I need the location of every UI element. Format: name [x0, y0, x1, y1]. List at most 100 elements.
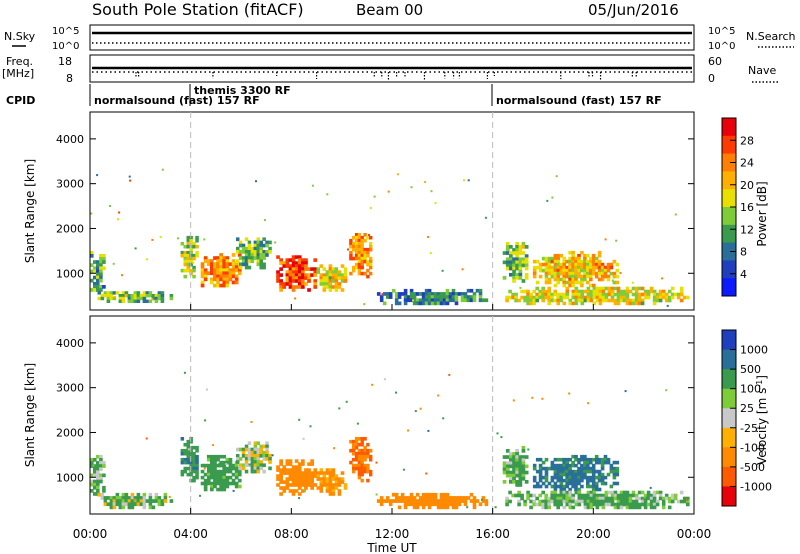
power-cell [518, 266, 523, 271]
power-cell [589, 256, 593, 261]
power-cell [331, 285, 336, 289]
velocity-cell [571, 472, 575, 477]
power-cell [577, 292, 582, 297]
power-cell [454, 295, 459, 299]
power-cell [294, 255, 299, 259]
power-cell [595, 289, 600, 294]
power-cell [586, 286, 591, 291]
velocity-colorbar-swatch [722, 388, 736, 409]
velocity-cell [259, 460, 263, 464]
power-cell [541, 256, 546, 261]
velocity-cell [577, 493, 582, 498]
velocity-cell [586, 478, 590, 483]
velocity-cell [574, 487, 578, 492]
velocity-cell [253, 457, 258, 461]
power-cell [607, 292, 612, 297]
velocity-cell [594, 469, 599, 474]
power-cell [556, 253, 561, 258]
velocity-cell [529, 493, 533, 498]
power-colorbar-tick-label: 24 [740, 157, 754, 170]
velocity-scatter-cell [395, 391, 397, 394]
velocity-cell [124, 496, 129, 500]
velocity-cell [148, 492, 153, 497]
velocity-cell [532, 475, 537, 480]
velocity-cell [565, 481, 569, 486]
power-cell [571, 283, 575, 288]
power-cell [518, 260, 523, 265]
power-cell [294, 264, 299, 268]
velocity-cell [268, 457, 272, 461]
power-cell [259, 243, 263, 248]
velocity-cell [594, 481, 599, 486]
power-cell [213, 283, 217, 288]
velocity-cell [559, 499, 564, 504]
velocity-scatter-cell [304, 489, 307, 492]
power-cell [340, 273, 345, 277]
power-cell [241, 246, 246, 251]
power-cell [222, 277, 227, 282]
velocity-cell [424, 492, 429, 497]
velocity-cell [541, 502, 545, 507]
power-cell [568, 277, 572, 282]
power-cell [505, 257, 510, 262]
velocity-cell [93, 482, 97, 487]
power-cell [145, 294, 150, 298]
power-cell [600, 271, 605, 276]
velocity-cell [604, 496, 609, 501]
power-cell [238, 265, 243, 270]
velocity-cell [244, 460, 249, 464]
velocity-cell [580, 463, 584, 468]
power-colorbar-tick-label: 16 [740, 201, 754, 214]
power-cell [622, 298, 627, 303]
power-scatter-cell [674, 213, 677, 216]
velocity-cell [403, 505, 408, 510]
power-cell [562, 265, 566, 270]
velocity-cell [294, 474, 299, 478]
velocity-cell [594, 457, 599, 462]
velocity-cell [192, 451, 196, 456]
power-cell [331, 279, 336, 283]
power-cell [262, 237, 266, 242]
velocity-cell [412, 496, 417, 500]
velocity-cell [222, 481, 227, 486]
nsearch-tick-bottom: 10^0 [708, 41, 735, 52]
velocity-cell [186, 442, 190, 447]
power-cell [524, 257, 529, 262]
power-cell [337, 273, 342, 277]
velocity-cell [219, 469, 223, 474]
velocity-cell [518, 467, 523, 472]
power-scatter-cell [415, 303, 418, 305]
power-cell [357, 265, 362, 270]
velocity-cell [550, 493, 554, 498]
power-cell [631, 292, 636, 297]
power-cell [291, 261, 296, 265]
velocity-cell [586, 475, 590, 480]
velocity-cell [189, 463, 193, 468]
velocity-cell [195, 454, 199, 459]
power-cell [597, 268, 602, 273]
velocity-cell [469, 492, 474, 497]
velocity-cell [213, 481, 217, 486]
velocity-cell [216, 454, 220, 459]
power-cell [538, 268, 543, 273]
velocity-cell [508, 499, 512, 504]
power-cell [509, 272, 513, 277]
velocity-colorbar-tick-label: 1000 [740, 344, 768, 357]
velocity-cell [183, 460, 187, 465]
power-cell [360, 265, 364, 270]
velocity-cell [203, 463, 208, 468]
power-cell [219, 283, 223, 288]
velocity-cell [676, 499, 681, 504]
velocity-cell [637, 490, 642, 495]
velocity-cell [279, 486, 283, 490]
power-cell [200, 283, 205, 288]
velocity-cell [604, 493, 609, 498]
power-cell [509, 251, 513, 255]
velocity-cell [322, 480, 327, 484]
power-cell [385, 295, 390, 299]
power-cell [237, 253, 242, 257]
power-cell [661, 295, 666, 300]
velocity-cell [400, 492, 405, 497]
velocity-cell [130, 496, 135, 500]
